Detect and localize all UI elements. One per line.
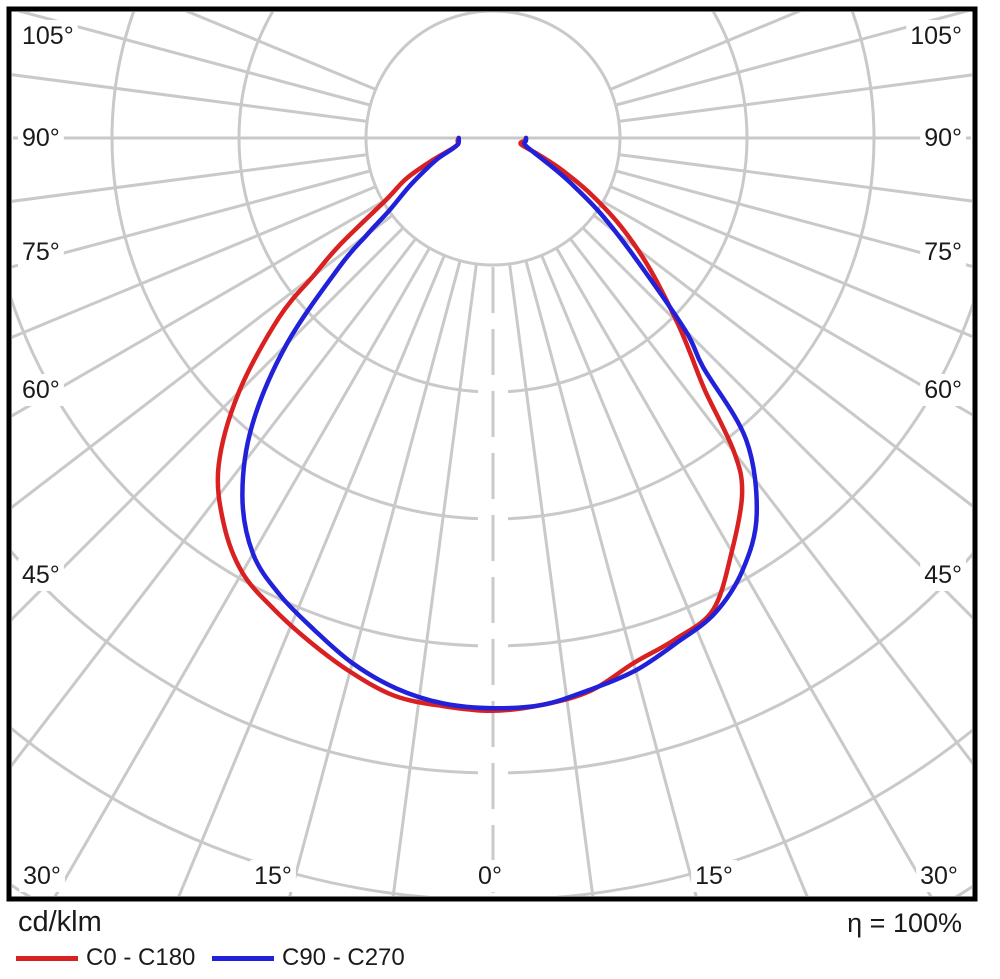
gamma-label-backing xyxy=(18,374,64,406)
spoke xyxy=(12,237,417,768)
gamma-label-backing xyxy=(18,20,78,52)
gamma-label: 105° xyxy=(22,22,74,50)
chart-frame xyxy=(6,6,978,902)
legend-label: C90 - C270 xyxy=(282,944,405,971)
gamma-label: 75° xyxy=(22,238,60,266)
gamma-label: 45° xyxy=(22,561,60,589)
polar-grid xyxy=(12,12,972,896)
spoke xyxy=(177,254,446,896)
gamma-label: 30° xyxy=(23,862,61,890)
gamma-label: 90° xyxy=(22,124,60,152)
spoke xyxy=(569,237,972,765)
spoke xyxy=(592,214,972,508)
spoke xyxy=(12,169,371,269)
curve-c90-c270 xyxy=(240,135,760,711)
spoke xyxy=(508,263,595,896)
spoke xyxy=(391,263,478,896)
legend-item-c0-c180: C0 - C180 xyxy=(16,944,195,972)
legend-item-c90-c270: C90 - C270 xyxy=(212,944,405,972)
gamma-label-backing xyxy=(18,236,64,268)
gamma-label: 45° xyxy=(924,561,962,589)
unit-label: cd/klm xyxy=(18,906,102,938)
gamma-label-backing xyxy=(920,559,966,591)
gamma-label-backing xyxy=(920,122,966,154)
spoke xyxy=(288,260,462,896)
gamma-label-backing xyxy=(906,20,966,52)
legend-swatch-blue-line xyxy=(212,955,274,961)
spoke xyxy=(53,247,431,896)
gamma-label: 30° xyxy=(920,862,958,890)
spoke xyxy=(524,260,698,896)
spoke xyxy=(16,12,371,107)
spoke xyxy=(12,200,384,418)
spoke xyxy=(12,73,368,123)
spoke xyxy=(12,153,368,203)
gamma-label-backing xyxy=(691,860,737,892)
spoke xyxy=(615,169,972,268)
intensity-curves xyxy=(215,135,760,714)
gamma-label: 15° xyxy=(695,862,733,890)
gamma-label: 75° xyxy=(924,238,962,266)
polar-diagram-canvas: 105° 90° 75° 60° 45° 105° 90° 75° 60° 45° 30° 15° 0°… xyxy=(6,6,978,902)
gamma-label: 15° xyxy=(254,862,292,890)
spoke xyxy=(615,12,970,107)
gamma-label-backing xyxy=(920,236,966,268)
spoke xyxy=(12,214,394,509)
spoke xyxy=(540,254,809,896)
spoke xyxy=(618,73,972,123)
gamma-label: 105° xyxy=(910,22,962,50)
legend-swatch-red-line xyxy=(16,955,78,961)
gamma-label: 0° xyxy=(478,862,502,890)
spoke xyxy=(581,226,972,620)
gamma-label-backing xyxy=(474,860,506,892)
legend-label: C0 - C180 xyxy=(86,944,196,971)
gamma-label: 90° xyxy=(924,124,962,152)
gamma-label-backing xyxy=(250,860,296,892)
spoke xyxy=(618,153,972,203)
gamma-label-backing xyxy=(19,860,65,892)
gamma-label-backing xyxy=(18,122,64,154)
gamma-label: 60° xyxy=(924,376,962,404)
spoke xyxy=(555,247,933,896)
gamma-label-backing xyxy=(18,559,64,591)
spoke xyxy=(609,185,972,339)
gamma-label: 60° xyxy=(22,376,60,404)
spoke xyxy=(602,200,972,417)
photometric-polar-chart: 105° 90° 75° 60° 45° 105° 90° 75° 60° 45° 30° 15° 0°… xyxy=(6,6,978,902)
gamma-label-backing xyxy=(916,860,962,892)
gamma-label-backing xyxy=(920,374,966,406)
gamma-spokes xyxy=(12,12,972,896)
gamma-axis-labels: 105° 90° 75° 60° 45° 105° 90° 75° 60° 45° 30° 15° 0°… xyxy=(18,20,966,892)
efficiency-label: η = 100% xyxy=(847,908,962,938)
spoke xyxy=(12,185,377,339)
